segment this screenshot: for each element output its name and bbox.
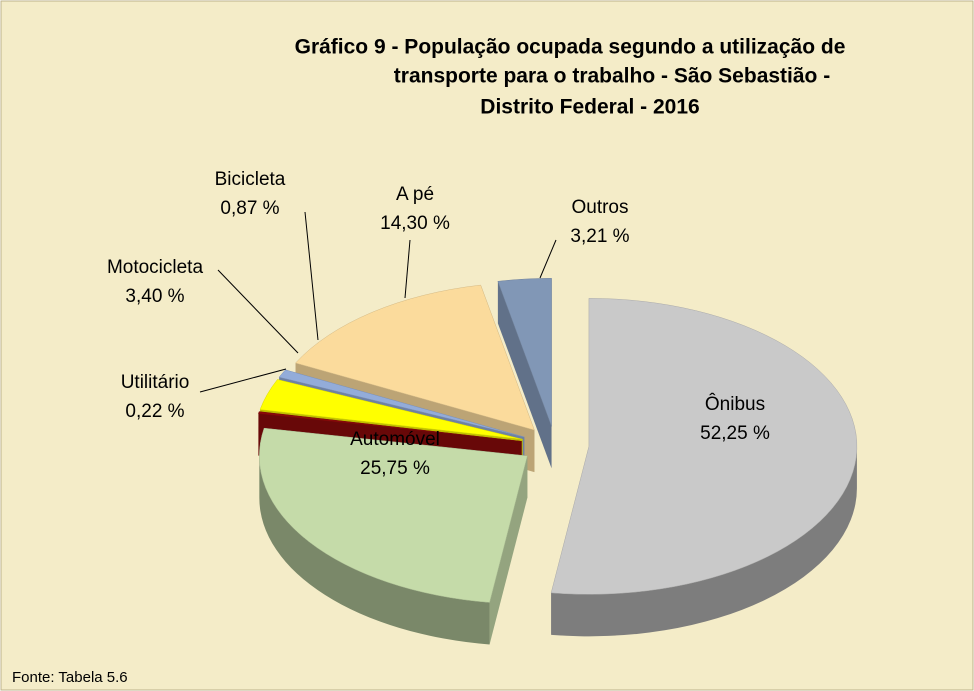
slice-top: [295, 284, 535, 431]
slice-label: Motocicleta: [107, 257, 204, 278]
value-label: 0,22 %: [125, 401, 184, 422]
leader-line: [404, 239, 411, 299]
slice-label: Automóvel: [350, 429, 440, 450]
pie: [258, 278, 858, 645]
slice-top: [259, 379, 523, 440]
slice-top: [259, 427, 528, 603]
slice: [259, 427, 528, 645]
chart-title: transporte para o trabalho - São Sebasti…: [394, 65, 830, 88]
slice-label: Bicicleta: [215, 169, 286, 190]
slice-top: [258, 411, 522, 442]
slice-label: Outros: [571, 197, 628, 218]
value-label: 25,75 %: [360, 458, 430, 479]
leader-line: [539, 239, 557, 279]
leader-line: [304, 211, 319, 341]
slice-wall: [551, 446, 857, 637]
slice-side: [489, 455, 528, 645]
value-label: 3,21 %: [570, 226, 629, 247]
slice: [550, 298, 858, 637]
slice-label: Utilitário: [121, 372, 190, 393]
chart-title: Gráfico 9 - População ocupada segundo a …: [295, 36, 846, 59]
slice-wall: [259, 455, 490, 645]
slice-label: Ônibus: [705, 393, 765, 415]
leader-line: [199, 368, 287, 393]
slice: [497, 278, 552, 469]
chart-title: Distrito Federal - 2016: [480, 96, 699, 119]
value-label: 52,25 %: [700, 423, 770, 444]
slice-top: [278, 369, 525, 438]
slice-label: A pé: [396, 184, 434, 205]
value-label: 0,87 %: [220, 198, 279, 219]
labels: Ônibus 52,25 % Automóvel 25,75 % Utilitário 0…: [107, 169, 770, 479]
source-note: Fonte: Tabela 5.6: [12, 669, 128, 686]
leader-line: [217, 269, 299, 354]
value-label: 3,40 %: [125, 286, 184, 307]
slice-top: [550, 298, 858, 595]
slice-side: [497, 281, 552, 469]
value-label: 14,30 %: [380, 213, 450, 234]
slice-top: [497, 278, 552, 427]
